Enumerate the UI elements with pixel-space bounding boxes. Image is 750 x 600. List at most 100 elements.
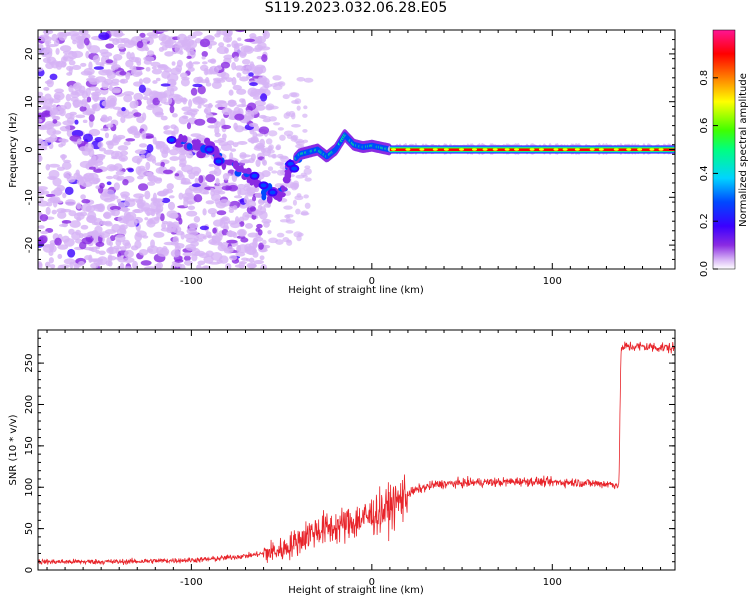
spectrogram-noise-blob xyxy=(127,126,138,134)
spectrogram-tone-dot xyxy=(419,148,425,151)
spectrogram-noise-blob xyxy=(111,223,121,233)
spectrogram-noise-blob xyxy=(142,96,149,101)
spectrogram-noise-blob xyxy=(225,263,232,269)
spectrogram-noise-blob xyxy=(46,127,57,136)
spectrogram-noise-blob xyxy=(183,260,193,266)
spectrogram-noise-blob xyxy=(99,49,109,55)
spectrogram-noise-blob xyxy=(52,177,62,187)
spectrogram-noise-blob xyxy=(106,123,114,128)
spectrogram-noise-blob xyxy=(120,79,126,84)
spectrogram-noise-blob xyxy=(107,141,114,150)
spectrogram-noise-blob xyxy=(115,38,126,44)
spectrogram-noise-blob xyxy=(244,223,253,229)
spectrogram-noise-blob xyxy=(267,145,273,151)
spectrogram-noise-blob xyxy=(122,216,130,225)
spectrogram-noise-blob xyxy=(61,138,69,143)
spectrogram-noise-blob xyxy=(219,217,229,222)
spectrogram-signal-core xyxy=(215,159,222,164)
spectrogram-noise-blob xyxy=(252,239,258,248)
spectrogram-noise-blob xyxy=(197,260,206,266)
spectrogram-noise-blob xyxy=(227,249,234,253)
spectrogram-noise-blob xyxy=(246,102,257,111)
spectrogram-signal-blob xyxy=(203,137,211,145)
spectrogram-tone-dot xyxy=(649,148,655,151)
spectrogram-noise-blob xyxy=(267,154,273,158)
spectrogram-noise-blob xyxy=(296,105,301,111)
spectrogram-tone-dot xyxy=(405,148,411,151)
spectrogram-noise-blob xyxy=(139,154,146,160)
spectrogram-noise-blob xyxy=(38,106,45,111)
spectrogram-noise-blob xyxy=(105,43,115,49)
spectrogram-noise-blob xyxy=(81,98,88,108)
spectrogram-noise-blob xyxy=(119,51,126,55)
spectrogram-noise-blob xyxy=(258,76,264,82)
spectrogram-noise-blob xyxy=(153,216,161,221)
spectrogram-noise-blob xyxy=(234,65,245,71)
spectrogram-noise-blob xyxy=(111,156,118,160)
spectrogram-noise-blob xyxy=(82,119,88,124)
snr-ylabel: SNR (10 * v/v) xyxy=(8,414,19,485)
spectrogram-noise-blob xyxy=(183,38,195,47)
spectrogram-noise-blob xyxy=(155,143,163,150)
spectrogram-signal-blob xyxy=(193,139,201,145)
spectrogram-noise-blob xyxy=(57,253,63,260)
spectrogram-noise-blob xyxy=(98,231,111,238)
spectrogram-noise-blob xyxy=(194,250,206,257)
spectrogram-noise-blob xyxy=(117,202,126,208)
spectrogram-noise-blob xyxy=(203,266,209,269)
spectrogram-noise-blob xyxy=(169,149,179,156)
spectrogram-noise-blob xyxy=(292,180,299,188)
spectrogram-noise-blob xyxy=(46,56,57,64)
y-tick-label: -10 xyxy=(24,189,35,205)
spectrogram-noise-blob xyxy=(68,60,76,66)
spectrogram-noise-blob xyxy=(43,30,50,37)
spectrogram-noise-blob xyxy=(247,232,259,238)
spectrogram-tone-dot xyxy=(626,148,632,151)
spectrogram-noise-blob xyxy=(49,242,54,252)
spectrogram-noise-blob xyxy=(292,199,297,206)
spectrogram-noise-blob xyxy=(86,215,96,223)
spectrogram-noise-blob xyxy=(218,199,231,207)
spectrogram-noise-blob xyxy=(255,64,266,70)
spectrogram-noise-blob xyxy=(61,161,72,170)
spectrogram-noise-blob xyxy=(276,162,284,167)
spectrogram-noise-blob xyxy=(38,118,43,123)
spectrogram-noise-blob xyxy=(259,255,265,261)
spectrogram-noise-blob xyxy=(124,39,135,48)
spectrogram-noise-blob xyxy=(157,249,169,257)
spectrogram-noise-blob xyxy=(196,264,202,269)
spectrogram-noise-blob xyxy=(304,177,312,182)
spectrogram-noise-blob xyxy=(183,255,191,262)
spectrogram-noise-blob xyxy=(141,130,147,140)
y-tick-label: 150 xyxy=(24,436,35,455)
spectrogram-noise-blob xyxy=(174,173,180,177)
spectrogram-noise-blob xyxy=(192,61,201,65)
spectrogram-noise-blob xyxy=(216,79,226,83)
spectrogram-noise-blob xyxy=(238,229,246,237)
spectrogram-noise-blob xyxy=(87,172,99,181)
spectrogram-noise-blob xyxy=(43,86,50,91)
spectrogram-noise-blob xyxy=(146,181,156,186)
spectrogram-noise-blob xyxy=(136,60,142,66)
spectrogram-noise-blob xyxy=(222,173,230,181)
spectrogram-noise-blob xyxy=(107,254,113,263)
spectrogram-noise-blob xyxy=(133,112,142,117)
spectrogram-noise-blob xyxy=(150,208,156,217)
spectrogram-noise-blob xyxy=(222,34,233,43)
spectrogram-noise-blob xyxy=(206,117,217,124)
spectrogram-noise-blob xyxy=(49,73,58,81)
spectrogram-noise-blob xyxy=(82,133,94,143)
spectrogram-noise-blob xyxy=(265,104,273,111)
spectrogram-noise-blob xyxy=(47,175,57,180)
spectrogram-noise-blob xyxy=(141,112,147,121)
spectrogram-noise-blob xyxy=(285,213,294,218)
spectrogram-noise-blob xyxy=(196,238,204,242)
spectrogram-noise-blob xyxy=(125,138,136,142)
x-tick-label: -100 xyxy=(180,577,203,588)
y-tick-label: 250 xyxy=(24,354,35,373)
spectrogram-noise-blob xyxy=(285,230,294,234)
spectrogram-noise-blob xyxy=(64,199,76,206)
spectrogram-noise-blob xyxy=(260,93,268,102)
spectrogram-noise-blob xyxy=(134,149,147,155)
spectrogram-noise-blob xyxy=(243,46,254,54)
